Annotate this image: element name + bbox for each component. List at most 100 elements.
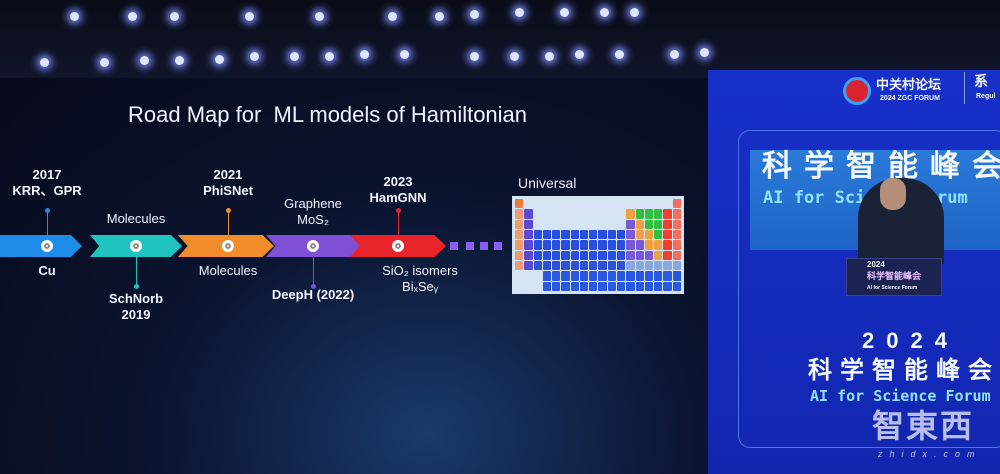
element-cell [654,271,663,281]
element-cell [654,240,663,250]
screen-right-cut: 系 [974,73,988,89]
element-cell [644,271,654,281]
element-cell [626,250,635,260]
milestone-label-below: SiO₂ isomers [382,263,458,278]
stage-light [560,8,569,17]
stage-light [215,55,224,64]
element-cell [542,271,552,281]
element-cell [552,281,561,291]
element-cell [579,260,589,271]
element-cell [561,271,570,281]
element-cell [635,250,644,260]
stage-light [245,12,254,21]
element-cell [561,229,570,240]
element-cell [644,281,654,291]
element-cell [515,250,524,260]
stage-light [600,8,609,17]
continuation-square [450,242,458,250]
element-cell [635,260,644,271]
element-cell [552,271,561,281]
element-cell [570,281,579,291]
element-cell [626,271,635,281]
stage-light [470,10,479,19]
stage-light [630,8,639,17]
stage-light [360,50,369,59]
element-cell [598,260,607,271]
element-cell [515,229,524,240]
element-cell [672,240,681,250]
element-cell [663,209,672,219]
milestone-node [222,240,234,252]
element-cell [570,271,579,281]
element-cell [524,229,533,240]
podium-cn: 科学智能峰会 [867,271,922,281]
connector-line [228,212,229,238]
element-cell [654,209,663,219]
podium-year: 2024 [867,260,885,269]
element-cell [542,240,552,250]
element-cell [552,240,561,250]
stage-light [40,58,49,67]
slide-title: Road Map for ML models of Hamiltonian [128,102,528,127]
element-cell [589,250,598,260]
periodic-table [512,196,684,294]
element-cell [672,281,681,291]
forum-name-en: 2024 ZGC FORUM [880,95,940,102]
element-cell [626,260,635,271]
milestone-label-below: SchNorb [108,291,164,306]
element-cell [607,250,617,260]
continuation-square [494,242,502,250]
element-cell [552,260,561,271]
logo-divider [964,72,965,104]
stage-light [388,12,397,21]
milestone-label-above: HamGNN [369,190,427,205]
stage-light [510,52,519,61]
video-title-cn: 科学智能峰会 [762,150,1000,183]
element-cell [542,250,552,260]
element-cell [524,209,533,219]
milestone-label-above: 2017 [32,167,62,182]
podium-en: AI for Science Forum [867,285,918,291]
connector-line [47,212,48,238]
element-cell [654,229,663,240]
stage-ceiling [0,0,1000,78]
element-cell [542,260,552,271]
element-cell [635,229,644,240]
element-cell [617,260,626,271]
element-cell [654,260,663,271]
element-cell [598,271,607,281]
element-cell [654,250,663,260]
screen-title-cn: 科学智能峰会 [808,357,1000,384]
element-cell [515,260,524,271]
watermark-logo: 智東西 [872,408,975,444]
element-cell [654,281,663,291]
element-cell [663,281,672,291]
element-cell [626,229,635,240]
element-cell [626,281,635,291]
watermark-url: zhidx.com [878,449,982,459]
connector-dot [396,208,401,213]
stage-light [575,50,584,59]
milestone-label-above: MoS₂ [297,212,329,227]
stage-light [435,12,444,21]
element-cell [598,250,607,260]
element-cell [561,260,570,271]
connector-dot [311,284,316,289]
milestone-label-below: BiₓSeᵧ [402,279,438,294]
element-cell [607,240,617,250]
element-cell [598,240,607,250]
element-cell [644,250,654,260]
stage-light [515,8,524,17]
element-cell [663,240,672,250]
element-cell [663,250,672,260]
stage-light [100,58,109,67]
milestone-node [307,240,319,252]
milestone-label-above: PhiSNet [203,183,253,198]
element-cell [561,240,570,250]
connector-line [313,254,314,284]
element-cell [635,209,644,219]
element-cell [589,281,598,291]
stage-light [315,12,324,21]
element-cell [524,240,533,250]
element-cell [617,281,626,291]
